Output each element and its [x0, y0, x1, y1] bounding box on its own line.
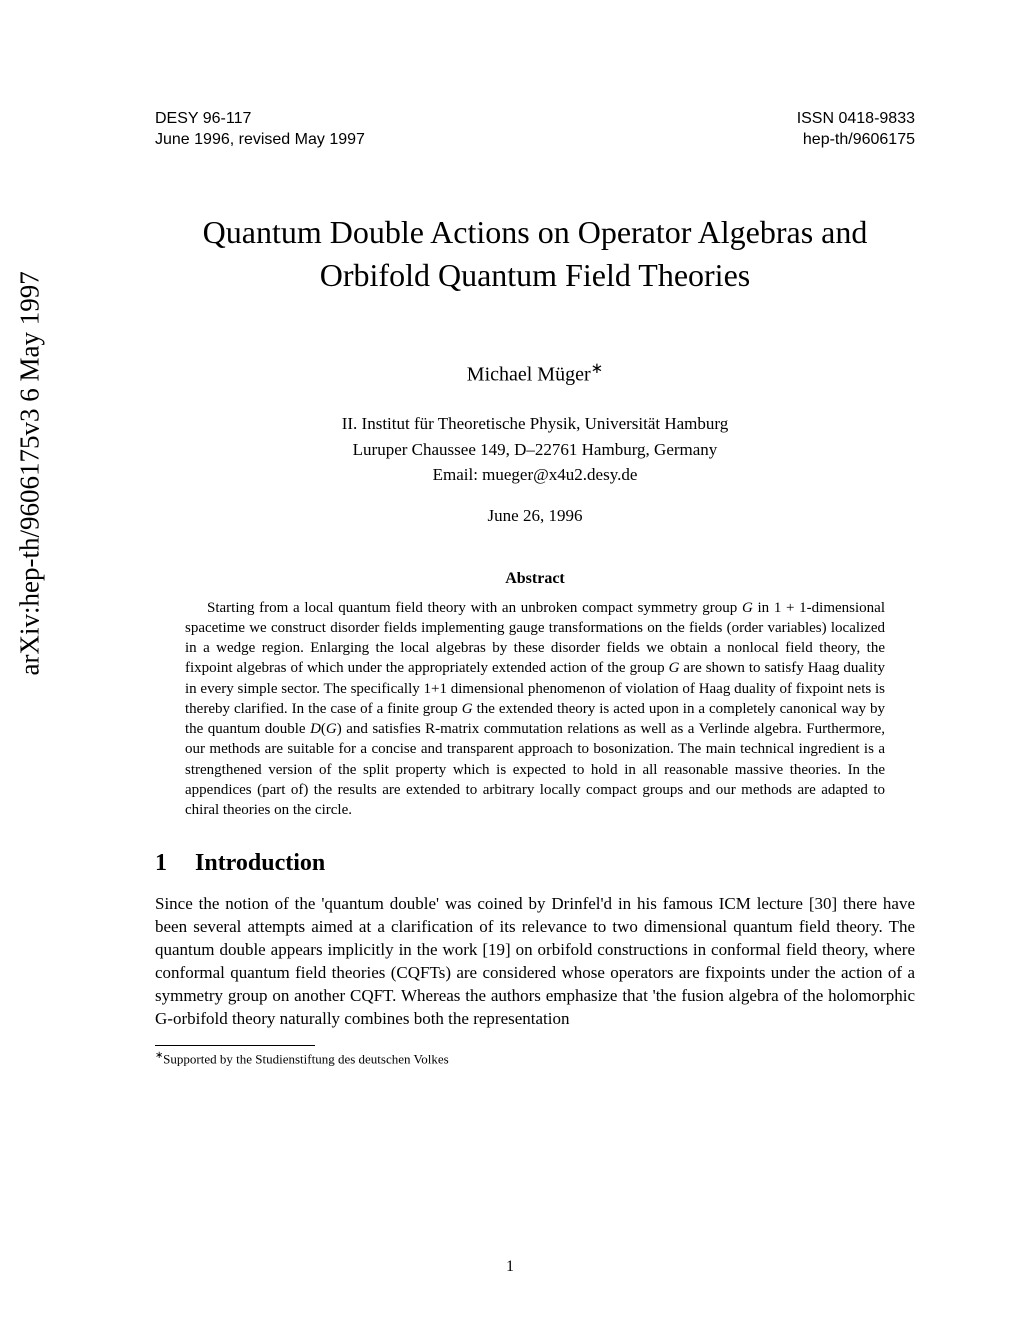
section-number: 1: [155, 850, 167, 877]
page-content: DESY 96-117 ISSN 0418-9833 June 1996, re…: [0, 0, 1020, 1117]
body-paragraph: Since the notion of the 'quantum double'…: [155, 893, 915, 1031]
affiliation: II. Institut für Theoretische Physik, Un…: [155, 411, 915, 488]
footnote-marker: ∗: [155, 1050, 163, 1061]
paper-title: Quantum Double Actions on Operator Algeb…: [155, 211, 915, 297]
affiliation-line-3: Email: mueger@x4u2.desy.de: [433, 465, 638, 484]
title-line-2: Orbifold Quantum Field Theories: [320, 257, 750, 293]
abstract-body: Starting from a local quantum field theo…: [185, 600, 885, 819]
header-row-1: DESY 96-117 ISSN 0418-9833: [155, 110, 915, 128]
section-heading: 1 Introduction: [155, 850, 915, 877]
author-line: Michael Müger∗: [155, 359, 915, 387]
preprint-id: hep-th/9606175: [803, 131, 915, 149]
author-name: Michael Müger: [467, 364, 591, 386]
page-number: 1: [0, 1258, 1020, 1276]
issn: ISSN 0418-9833: [797, 110, 915, 128]
report-date: June 1996, revised May 1997: [155, 131, 365, 149]
footnote-text: Supported by the Studienstiftung des deu…: [163, 1051, 449, 1066]
footnote-rule: [155, 1045, 315, 1046]
report-number: DESY 96-117: [155, 110, 251, 128]
header-row-2: June 1996, revised May 1997 hep-th/96061…: [155, 131, 915, 149]
footnote: ∗Supported by the Studienstiftung des de…: [155, 1050, 915, 1067]
affiliation-line-2: Luruper Chaussee 149, D–22761 Hamburg, G…: [353, 440, 718, 459]
arxiv-identifier: arXiv:hep-th/9606175v3 6 May 1997: [15, 271, 46, 675]
author-footnote-marker: ∗: [591, 361, 604, 377]
paper-date: June 26, 1996: [155, 506, 915, 526]
abstract-text: Starting from a local quantum field theo…: [185, 598, 885, 821]
title-line-1: Quantum Double Actions on Operator Algeb…: [203, 214, 868, 250]
abstract-heading: Abstract: [155, 570, 915, 588]
section-title: Introduction: [195, 850, 325, 876]
affiliation-line-1: II. Institut für Theoretische Physik, Un…: [342, 414, 729, 433]
